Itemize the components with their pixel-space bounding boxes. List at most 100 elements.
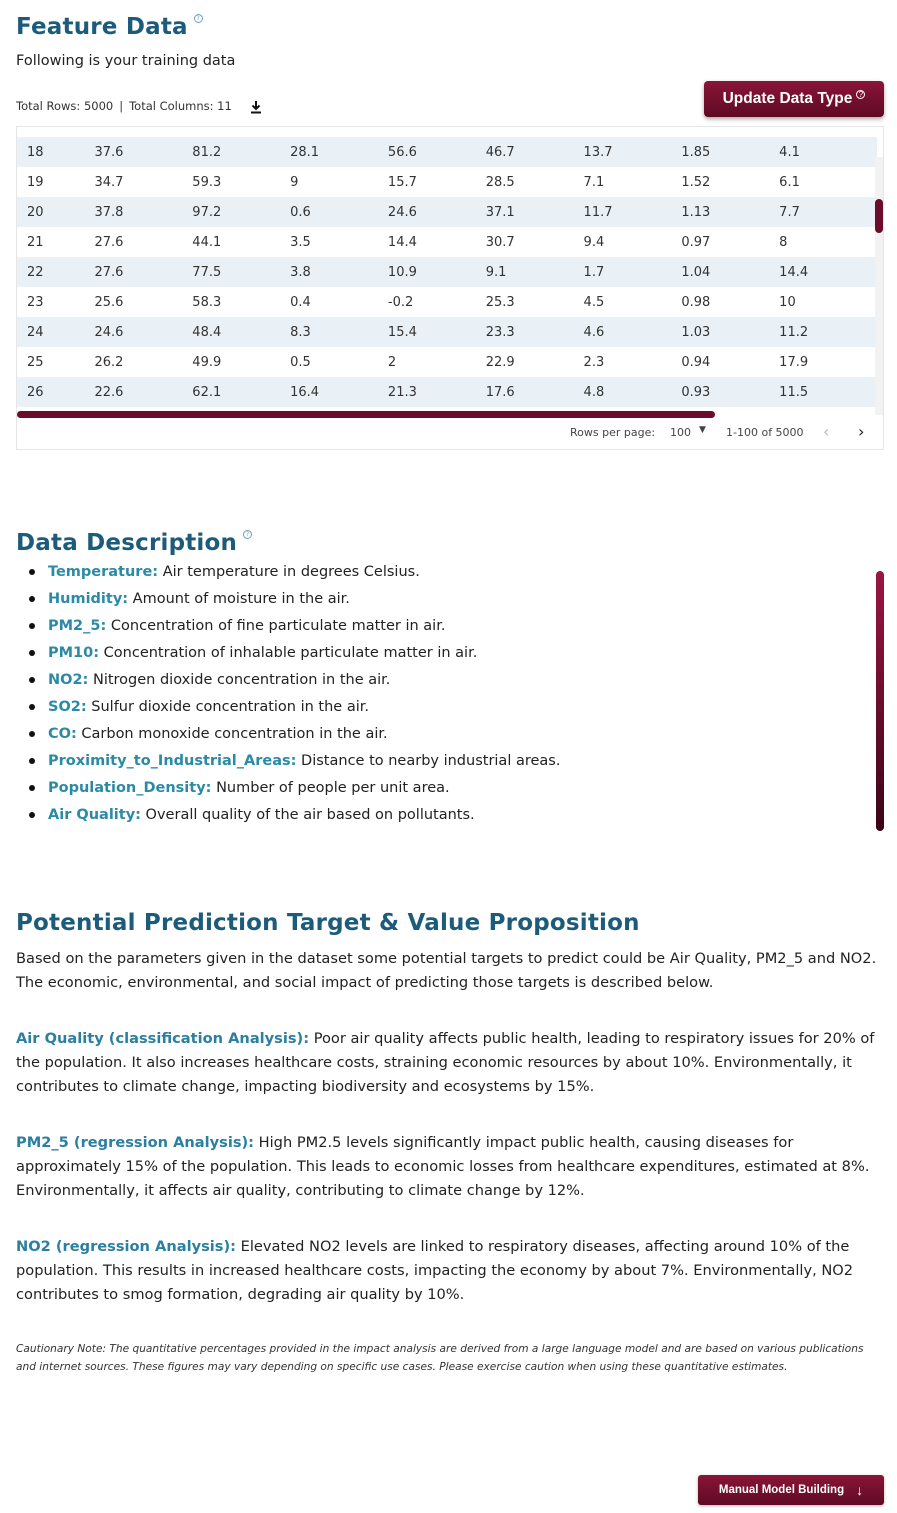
table-cell: 22.9 (485, 354, 515, 370)
table-cell: 14.4 (387, 234, 417, 250)
previous-page-button[interactable]: ‹ (823, 422, 830, 441)
caret-down-icon[interactable]: ▼ (699, 425, 706, 435)
rows-per-page-label: Rows per page: (570, 426, 656, 439)
description-item: Temperature: Air temperature in degrees … (26, 561, 846, 588)
table-cell: 17.6 (485, 384, 515, 400)
table-cell: 21.3 (387, 384, 417, 400)
next-page-button[interactable]: › (858, 422, 865, 441)
description-text: Carbon monoxide concentration in the air… (76, 726, 388, 742)
download-icon[interactable] (250, 100, 262, 114)
table-cell: 3.5 (290, 234, 311, 250)
table-cell: 1.7 (583, 264, 605, 280)
table-cell: 0.97 (681, 234, 711, 250)
description-term: PM10: (48, 645, 100, 661)
description-term: Proximity_to_Industrial_Areas: (48, 753, 297, 769)
feature-data-title: Feature Data (16, 14, 188, 40)
table-cell: 48.4 (192, 324, 222, 340)
row-index-cell: 21 (27, 234, 44, 250)
description-term: SO2: (48, 699, 87, 715)
table-cell: 10.9 (387, 264, 417, 280)
table-cell: 4.8 (583, 384, 605, 400)
table-cell: 1.03 (681, 324, 711, 340)
air-quality-paragraph: Air Quality (classification Analysis): P… (16, 1027, 884, 1099)
description-item: Proximity_to_Industrial_Areas: Distance … (26, 750, 846, 777)
table-cell: 11.2 (779, 324, 809, 340)
manual-model-building-button[interactable]: Manual Model Building ↓ (698, 1475, 884, 1505)
horizontal-scrollbar-thumb[interactable] (17, 411, 715, 418)
vertical-scrollbar-track[interactable] (875, 157, 883, 415)
table-row: 18 37.6 81.2 28.1 56.6 46.7 13.7 1.85 4.1 (17, 137, 877, 167)
table-cell: 27.6 (94, 264, 124, 280)
description-item: Population_Density: Number of people per… (26, 777, 846, 804)
table-cell: 28.5 (485, 174, 515, 190)
table-row: 24 24.6 48.4 8.3 15.4 23.3 4.6 1.03 11.2 (17, 317, 877, 347)
table-cell: 8.3 (290, 324, 311, 340)
table-cell: 24.6 (387, 204, 417, 220)
data-description-heading: Data Description? (16, 530, 253, 556)
table-cell: 28.1 (290, 144, 320, 160)
table-cell: 26.2 (94, 354, 124, 370)
table-row: 23 25.6 58.3 0.4 -0.2 25.3 4.5 0.98 10 (17, 287, 877, 317)
description-term: Air Quality: (48, 807, 141, 823)
prediction-heading: Potential Prediction Target & Value Prop… (16, 910, 640, 936)
feature-data-subtitle: Following is your training data (16, 53, 236, 69)
description-text: Overall quality of the air based on poll… (140, 807, 475, 823)
table-cell: 77.5 (192, 264, 222, 280)
table-cell: 4.5 (583, 294, 605, 310)
table-cell: 17.9 (779, 354, 809, 370)
no2-text: Elevated NO2 levels are linked to respir… (16, 1238, 854, 1303)
row-index-cell: 22 (27, 264, 44, 280)
table-row: 20 37.8 97.2 0.6 24.6 37.1 11.7 1.13 7.7 (17, 197, 877, 227)
table-cell: 13.7 (583, 144, 613, 160)
table-cell: 37.8 (94, 204, 124, 220)
table-cell: 6.1 (779, 174, 800, 190)
data-description-title: Data Description (16, 530, 238, 556)
table-cell: 7.7 (779, 204, 800, 220)
help-circle-icon[interactable]: ? (243, 530, 253, 539)
description-term: Humidity: (48, 591, 129, 607)
description-text: Sulfur dioxide concentration in the air. (86, 699, 369, 715)
table-cell: 58.3 (192, 294, 222, 310)
description-term: PM2_5: (48, 618, 107, 634)
row-index-cell: 25 (27, 354, 44, 370)
description-text: Concentration of inhalable particulate m… (99, 645, 478, 661)
description-item: NO2: Nitrogen dioxide concentration in t… (26, 669, 846, 696)
table-cell: -0.2 (387, 294, 414, 310)
description-text: Distance to nearby industrial areas. (296, 753, 561, 769)
table-cell: 14.4 (779, 264, 809, 280)
update-data-type-button[interactable]: Update Data Type? (704, 81, 884, 117)
table-cell: 1.52 (681, 174, 711, 190)
description-item: CO: Carbon monoxide concentration in the… (26, 723, 846, 750)
table-cell: 46.7 (485, 144, 515, 160)
rows-per-page-select[interactable]: 100 (670, 426, 691, 439)
table-row: 25 26.2 49.9 0.5 2 22.9 2.3 0.94 17.9 (17, 347, 877, 377)
summary-separator: | (119, 99, 124, 113)
table-row: 19 34.7 59.3 9 15.7 28.5 7.1 1.52 6.1 (17, 167, 877, 197)
table-cell: 9.4 (583, 234, 605, 250)
total-columns-text: Total Columns: 11 (129, 99, 232, 113)
help-circle-icon[interactable]: ? (193, 14, 203, 23)
table-cell: 25.6 (94, 294, 124, 310)
data-description-list: Temperature: Air temperature in degrees … (26, 561, 846, 831)
description-text: Nitrogen dioxide concentration in the ai… (88, 672, 391, 688)
row-index-cell: 20 (27, 204, 44, 220)
description-scrollbar[interactable] (876, 571, 884, 831)
row-index-cell: 26 (27, 384, 44, 400)
table-cell: 56.6 (387, 144, 417, 160)
description-text: Air temperature in degrees Celsius. (158, 564, 420, 580)
table-cell: 1.13 (681, 204, 711, 220)
pm25-paragraph: PM2_5 (regression Analysis): High PM2.5 … (16, 1131, 884, 1203)
table-cell: 81.2 (192, 144, 222, 160)
air-quality-text: Poor air quality affects public health, … (16, 1030, 875, 1095)
table-cell: 22.6 (94, 384, 124, 400)
description-text: Number of people per unit area. (211, 780, 450, 796)
table-row: 26 22.6 62.1 16.4 21.3 17.6 4.8 0.93 11.5 (17, 377, 877, 407)
table-cell: 3.8 (290, 264, 311, 280)
manual-model-building-label: Manual Model Building (718, 1484, 845, 1496)
table-cell: 97.2 (192, 204, 222, 220)
table-cell: 9.1 (485, 264, 507, 280)
table-cell: 8 (779, 234, 788, 250)
description-item: Air Quality: Overall quality of the air … (26, 804, 846, 831)
vertical-scrollbar-thumb[interactable] (875, 199, 883, 233)
no2-paragraph: NO2 (regression Analysis): Elevated NO2 … (16, 1235, 884, 1307)
